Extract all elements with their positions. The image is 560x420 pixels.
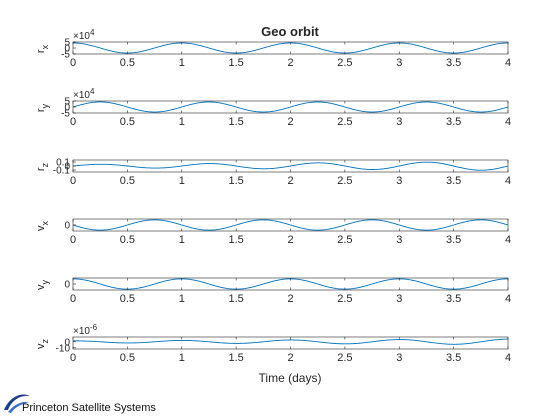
x-tick-label: 1.5	[228, 175, 243, 187]
y-axis-label: vx	[35, 221, 50, 232]
x-tick-label: 2.5	[337, 352, 352, 364]
subplot-2: 0 0.5 1 1.5 2 2.5 3 3.5 4 50-5×104 ry	[35, 87, 511, 128]
y-tick-label: 0	[64, 280, 70, 291]
y-axis-label: ry	[35, 103, 50, 112]
x-tick-label: 3	[396, 234, 402, 246]
x-tick-label: 4	[505, 57, 511, 69]
x-tick-label: 1.5	[228, 57, 243, 69]
x-tick-label: 3	[396, 116, 402, 128]
x-tick-label: 1	[179, 116, 185, 128]
x-tick-label: 0	[70, 293, 76, 305]
x-tick-label: 2.5	[337, 175, 352, 187]
subplot-1: 0 0.5 1 1.5 2 2.5 3 3.5 4 50-5×104 rx	[35, 28, 511, 69]
subplot-4: 0 0.5 1 1.5 2 2.5 3 3.5 4 0 vx	[35, 218, 511, 246]
x-tick-label: 4	[505, 293, 511, 305]
x-tick-label: 4	[505, 234, 511, 246]
x-tick-label: 0	[70, 234, 76, 246]
x-tick-label: 4	[505, 352, 511, 364]
y-tick-label: 0	[64, 162, 70, 173]
x-tick-label: 0	[70, 57, 76, 69]
x-tick-label: 1	[179, 293, 185, 305]
y-exponent-label: ×104	[73, 28, 95, 42]
x-axis-label: Time (days)	[259, 371, 322, 385]
chart-title: Geo orbit	[261, 24, 319, 39]
x-tick-label: 0.5	[120, 175, 135, 187]
subplot-5: 0 0.5 1 1.5 2 2.5 3 3.5 4 0 vy	[35, 277, 511, 305]
x-tick-label: 0	[70, 116, 76, 128]
y-tick-label: 0	[64, 44, 70, 55]
x-tick-label: 2.5	[337, 293, 352, 305]
x-tick-label: 4	[505, 116, 511, 128]
x-tick-label: 1	[179, 234, 185, 246]
x-tick-label: 0	[70, 175, 76, 187]
x-tick-label: 0	[70, 352, 76, 364]
x-tick-label: 3	[396, 175, 402, 187]
company-name: Princeton Satellite Systems	[22, 402, 156, 414]
y-tick-label: 5	[64, 38, 70, 49]
y-tick-label: 0	[64, 221, 70, 232]
x-tick-label: 2	[287, 234, 293, 246]
series-line	[72, 101, 509, 113]
y-tick-label: -0.1	[53, 166, 71, 177]
x-tick-label: 0.5	[120, 293, 135, 305]
x-tick-label: 1.5	[228, 352, 243, 364]
y-tick-label: -5	[61, 50, 70, 61]
x-tick-label: 0.5	[120, 234, 135, 246]
x-tick-label: 4	[505, 175, 511, 187]
x-tick-label: 3.5	[446, 352, 461, 364]
y-axis-label: vz	[35, 339, 50, 350]
x-tick-label: 0.5	[120, 116, 135, 128]
y-exponent-label: ×10-6	[73, 323, 98, 337]
y-tick-label: 5	[64, 97, 70, 108]
subplot-3: 0 0.5 1 1.5 2 2.5 3 3.5 4 0.10-0.1rz	[35, 158, 511, 188]
y-axis-label: rx	[35, 44, 50, 53]
y-tick-label: 0.1	[56, 158, 70, 169]
x-tick-label: 1.5	[228, 234, 243, 246]
company-logo: Princeton Satellite Systems	[2, 390, 172, 418]
x-tick-label: 3.5	[446, 234, 461, 246]
series-line	[72, 161, 509, 171]
y-axis-label: rz	[35, 162, 50, 171]
x-tick-label: 0.5	[120, 352, 135, 364]
x-tick-label: 1.5	[228, 116, 243, 128]
x-tick-label: 3.5	[446, 116, 461, 128]
x-tick-label: 2	[287, 293, 293, 305]
x-tick-label: 2	[287, 57, 293, 69]
series-line	[72, 338, 509, 345]
x-tick-label: 2	[287, 116, 293, 128]
x-tick-label: 3	[396, 57, 402, 69]
y-tick-label: -5	[61, 109, 70, 120]
subplot-6: 0 0.5 1 1.5 2 2.5 3 3.5 4 0-10×10-6 vz	[35, 323, 511, 364]
x-tick-label: 2	[287, 175, 293, 187]
x-tick-label: 3.5	[446, 293, 461, 305]
x-tick-label: 1.5	[228, 293, 243, 305]
y-tick-label: 0	[64, 337, 70, 348]
x-tick-label: 2.5	[337, 116, 352, 128]
y-axis-label: vy	[35, 280, 50, 291]
x-tick-label: 3	[396, 352, 402, 364]
x-tick-label: 2.5	[337, 57, 352, 69]
x-tick-label: 0.5	[120, 57, 135, 69]
x-tick-label: 1	[179, 175, 185, 187]
x-tick-label: 2.5	[337, 234, 352, 246]
x-tick-label: 1	[179, 57, 185, 69]
x-tick-label: 1	[179, 352, 185, 364]
y-exponent-label: ×104	[73, 87, 95, 101]
series-line	[72, 219, 509, 231]
y-tick-label: -10	[56, 343, 71, 354]
swoosh-icon	[4, 394, 30, 413]
x-tick-label: 3.5	[446, 57, 461, 69]
y-tick-label: 0	[64, 103, 70, 114]
x-tick-label: 3.5	[446, 175, 461, 187]
x-tick-label: 2	[287, 352, 293, 364]
x-tick-label: 3	[396, 293, 402, 305]
